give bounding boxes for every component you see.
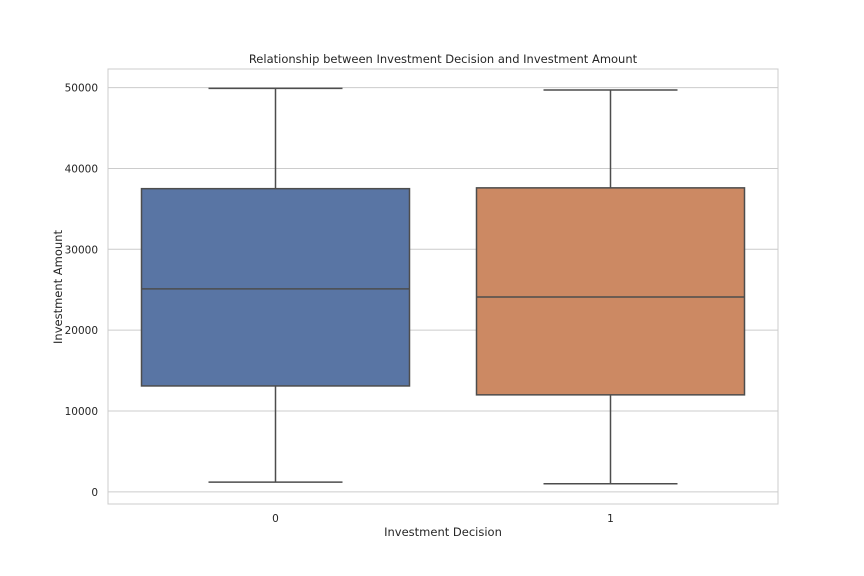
box-series	[140, 87, 746, 485]
y-axis-label: Investment Amount	[51, 230, 65, 344]
y-tick-label: 10000	[65, 406, 98, 418]
y-tick-label: 20000	[65, 325, 98, 337]
y-tick-labels: 0 10000 20000 30000 40000 50000	[65, 83, 98, 499]
plot-area-frame	[107, 68, 779, 505]
y-tick-label: 0	[91, 487, 98, 499]
x-tick-label: 1	[607, 513, 614, 525]
box-0	[140, 87, 411, 483]
y-tick-label: 40000	[65, 163, 98, 175]
x-axis-label: Investment Decision	[384, 525, 502, 539]
y-tick-label: 30000	[65, 244, 98, 256]
interquartile-box	[475, 187, 746, 396]
interquartile-box	[140, 187, 411, 387]
box-1	[475, 89, 746, 485]
chart-title: Relationship between Investment Decision…	[249, 52, 638, 66]
y-tick-label: 50000	[65, 83, 98, 95]
x-tick-label: 0	[272, 513, 279, 525]
